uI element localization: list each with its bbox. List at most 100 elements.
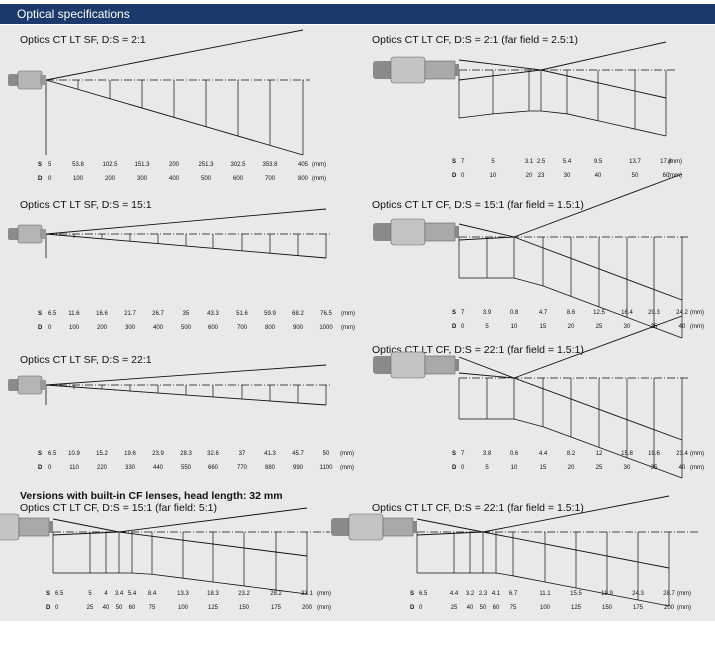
spot-size-scale-unit: (mm): [690, 310, 704, 316]
distance-scale-value: 800: [264, 325, 276, 331]
distance-scale-unit: (mm): [677, 605, 691, 611]
distance-scale-value: 5: [485, 324, 489, 330]
spot-size-scale-value: 28.2: [270, 591, 282, 597]
panel-title: Optics CT LT SF, D:S = 22:1: [20, 354, 152, 366]
spot-size-scale-value: 23.2: [238, 591, 250, 597]
spot-size-scale-value: 5.4: [127, 591, 137, 597]
distance-scale-value: 35: [650, 324, 658, 330]
section-header: Optical specifications: [0, 4, 715, 24]
spot-size-scale-value: 302.5: [230, 162, 246, 168]
distance-scale-value: 60: [128, 605, 136, 611]
spot-size-scale-value: 0.6: [509, 451, 519, 457]
panel-title: Optics CT LT CF, D:S = 22:1 (far field =…: [372, 502, 584, 514]
panel-title: Optics CT LT CF, D:S = 22:1 (far field =…: [372, 344, 584, 356]
spot-size-scale-value: 50: [322, 451, 330, 457]
distance-scale-value: 20: [525, 173, 533, 179]
distance-scale-label: D: [452, 465, 457, 471]
spot-size-scale-unit: (mm): [677, 591, 691, 597]
sensor-head-icon: [373, 56, 459, 84]
distance-scale-value: 15: [539, 465, 547, 471]
distance-scale-value: 100: [539, 605, 551, 611]
beam-edge: [416, 518, 484, 533]
spot-size-scale-value: 45.7: [292, 451, 304, 457]
beam-edge: [482, 495, 670, 533]
beam-edge: [513, 173, 683, 238]
beam-edge: [458, 236, 515, 241]
spot-size-scale-value: 13.3: [177, 591, 189, 597]
distance-scale-value: 0: [48, 176, 52, 182]
spot-size-scale-value: 37: [238, 451, 246, 457]
spot-size-scale-value: 5: [48, 162, 52, 168]
distance-scale-value: 900: [292, 325, 304, 331]
spot-size-scale-value: 10.9: [68, 451, 80, 457]
beam-edge: [458, 223, 515, 238]
spot-size-scale-value: 7: [461, 451, 465, 457]
beam-edge: [416, 531, 484, 536]
distance-scale-unit: (mm): [668, 173, 682, 179]
beam-edge: [458, 59, 542, 71]
spot-size-scale-value: 8.2: [566, 451, 576, 457]
section-title: Optical specifications: [17, 7, 130, 21]
beam-upper-edge: [45, 364, 327, 386]
beam-edge: [513, 315, 683, 379]
distance-scale-value: 125: [570, 605, 582, 611]
distance-scale-value: 40: [466, 605, 474, 611]
distance-scale-value: 200: [104, 176, 116, 182]
distance-scale-value: 300: [136, 176, 148, 182]
spot-size-scale-value: 5: [88, 591, 92, 597]
spot-size-scale-value: 32.6: [207, 451, 219, 457]
spot-size-scale-value: 9.5: [593, 159, 603, 165]
distance-scale-value: 10: [510, 465, 518, 471]
spot-size-scale-unit: (mm): [340, 451, 354, 457]
sensor-head-icon: [8, 375, 46, 395]
distance-scale-value: 10: [489, 173, 497, 179]
spot-size-scale-value: 102.5: [102, 162, 118, 168]
spot-outline: [53, 572, 308, 595]
spot-size-scale-value: 6.7: [508, 591, 518, 597]
sensor-head-icon: [8, 224, 46, 244]
distance-scale-value: 23: [537, 173, 545, 179]
panel-title: Optics CT LT CF, D:S = 15:1 (far field: …: [20, 502, 217, 514]
beam-edge: [513, 377, 683, 441]
distance-scale-value: 100: [72, 176, 84, 182]
distance-scale-value: 40: [678, 324, 686, 330]
spot-size-scale-value: 19.9: [601, 591, 613, 597]
spot-size-scale-label: S: [410, 591, 415, 597]
spot-size-scale-label: S: [38, 311, 43, 317]
beam-diagram-2: [373, 41, 676, 137]
spot-size-scale-value: 4.7: [538, 310, 548, 316]
spot-size-scale-value: 18.3: [207, 591, 219, 597]
spot-size-scale-label: S: [46, 591, 51, 597]
distance-scale-value: 330: [124, 465, 136, 471]
spot-size-scale-label: S: [38, 162, 43, 168]
beam-edge: [540, 41, 667, 71]
sensor-head-icon: [0, 513, 53, 541]
spot-size-scale-value: 6.5: [419, 591, 428, 597]
spot-size-scale-value: 16.6: [96, 311, 108, 317]
spot-size-scale-value: 4.1: [491, 591, 501, 597]
spot-size-scale-value: 200: [168, 162, 180, 168]
sensor-head-icon: [373, 218, 459, 246]
distance-scale-value: 700: [236, 325, 248, 331]
spot-size-scale-value: 12: [595, 451, 603, 457]
distance-scale-value: 175: [270, 605, 282, 611]
distance-scale-value: 175: [632, 605, 644, 611]
distance-scale-value: 20: [567, 465, 575, 471]
spot-size-scale-value: 43.3: [207, 311, 219, 317]
spot-size-scale-unit: (mm): [341, 311, 355, 317]
beam-lower-edge: [45, 79, 304, 156]
distance-scale-value: 600: [232, 176, 244, 182]
distance-scale-value: 440: [152, 465, 164, 471]
beam-diagram-5: [8, 364, 330, 406]
spot-size-scale-value: 6.5: [55, 591, 64, 597]
spot-size-scale-value: 353.8: [262, 162, 278, 168]
distance-scale-label: D: [38, 325, 43, 331]
distance-scale-value: 50: [631, 173, 639, 179]
spot-size-scale-value: 13.7: [629, 159, 641, 165]
spot-size-scale-value: 28.7: [663, 591, 675, 597]
spot-size-scale-value: 0.8: [509, 310, 519, 316]
spot-size-scale-unit: (mm): [668, 159, 682, 165]
spot-size-scale-unit: (mm): [690, 451, 704, 457]
distance-scale-value: 990: [292, 465, 304, 471]
distance-scale-value: 10: [510, 324, 518, 330]
